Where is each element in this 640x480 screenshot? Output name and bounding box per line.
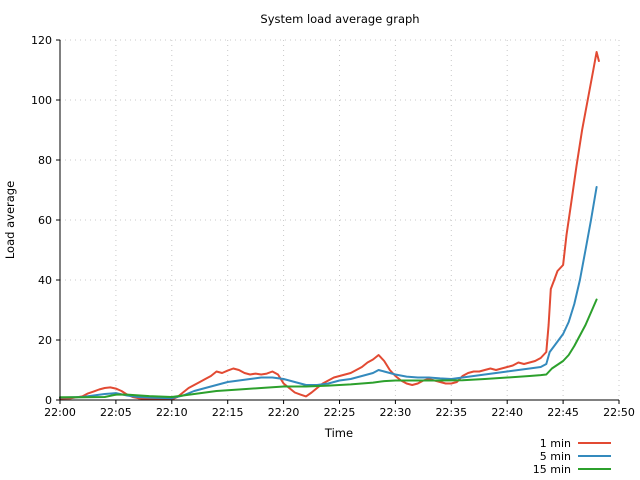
x-tick-label: 22:45 xyxy=(547,406,579,419)
x-tick-label: 22:05 xyxy=(100,406,132,419)
y-tick-label: 100 xyxy=(31,94,52,107)
y-axis-label: Load average xyxy=(3,181,17,259)
y-tick-label: 60 xyxy=(38,214,52,227)
x-axis-label: Time xyxy=(324,426,353,440)
x-tick-label: 22:40 xyxy=(491,406,523,419)
y-tick-label: 40 xyxy=(38,274,52,287)
y-tick-label: 120 xyxy=(31,34,52,47)
chart-title: System load average graph xyxy=(260,12,419,26)
x-tick-label: 22:20 xyxy=(268,406,300,419)
x-tick-label: 22:50 xyxy=(603,406,635,419)
x-tick-label: 22:25 xyxy=(324,406,356,419)
x-tick-label: 22:00 xyxy=(44,406,76,419)
series-line-15-min xyxy=(59,298,598,399)
axes: 22:00 22:05 22:10 22:15 22:20 22:25 22:30 22:35… xyxy=(31,34,635,419)
x-tick-label: 22:35 xyxy=(435,406,467,419)
x-tick-label: 22:30 xyxy=(380,406,412,419)
y-tick-label: 0 xyxy=(45,394,52,407)
x-tick-label: 22:10 xyxy=(156,406,188,419)
y-tick-label: 80 xyxy=(38,154,52,167)
y-tick-label: 20 xyxy=(38,334,52,347)
x-tick-label: 22:15 xyxy=(212,406,244,419)
legend-label-15-min: 15 min xyxy=(533,463,571,476)
legend-label-5-min: 5 min xyxy=(540,450,571,463)
series-group xyxy=(59,51,600,401)
legend-label-1-min: 1 min xyxy=(540,437,571,450)
